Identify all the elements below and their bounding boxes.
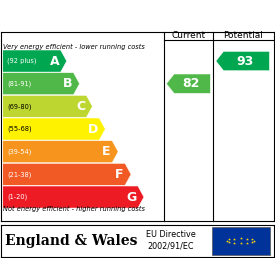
Text: England & Wales: England & Wales — [5, 233, 138, 248]
Polygon shape — [3, 186, 144, 208]
Text: (1-20): (1-20) — [7, 194, 27, 200]
Text: G: G — [126, 191, 136, 204]
Polygon shape — [3, 141, 118, 163]
Text: E: E — [102, 145, 111, 158]
Polygon shape — [166, 74, 210, 93]
Polygon shape — [3, 50, 67, 72]
Polygon shape — [3, 118, 105, 140]
Polygon shape — [216, 51, 270, 71]
Text: (55-68): (55-68) — [7, 126, 32, 132]
Polygon shape — [3, 163, 131, 186]
Text: (92 plus): (92 plus) — [7, 58, 36, 64]
Text: EU Directive
2002/91/EC: EU Directive 2002/91/EC — [146, 230, 195, 251]
Text: Not energy efficient - higher running costs: Not energy efficient - higher running co… — [3, 205, 145, 212]
Bar — [212, 227, 270, 254]
Text: Very energy efficient - lower running costs: Very energy efficient - lower running co… — [3, 44, 145, 50]
Text: (21-38): (21-38) — [7, 171, 31, 178]
Text: A: A — [50, 54, 59, 68]
Text: (81-91): (81-91) — [7, 80, 31, 87]
Text: C: C — [76, 100, 85, 113]
Polygon shape — [3, 95, 92, 117]
Text: B: B — [63, 77, 72, 90]
Text: D: D — [88, 123, 98, 135]
Text: F: F — [115, 168, 124, 181]
Text: 93: 93 — [237, 54, 254, 68]
Text: (69-80): (69-80) — [7, 103, 31, 110]
Text: Potential: Potential — [223, 31, 263, 41]
Polygon shape — [3, 73, 79, 95]
Text: Energy Efficiency Rating: Energy Efficiency Rating — [8, 7, 210, 22]
Text: 82: 82 — [182, 77, 200, 90]
Text: (39-54): (39-54) — [7, 148, 31, 155]
Text: Current: Current — [171, 31, 205, 41]
